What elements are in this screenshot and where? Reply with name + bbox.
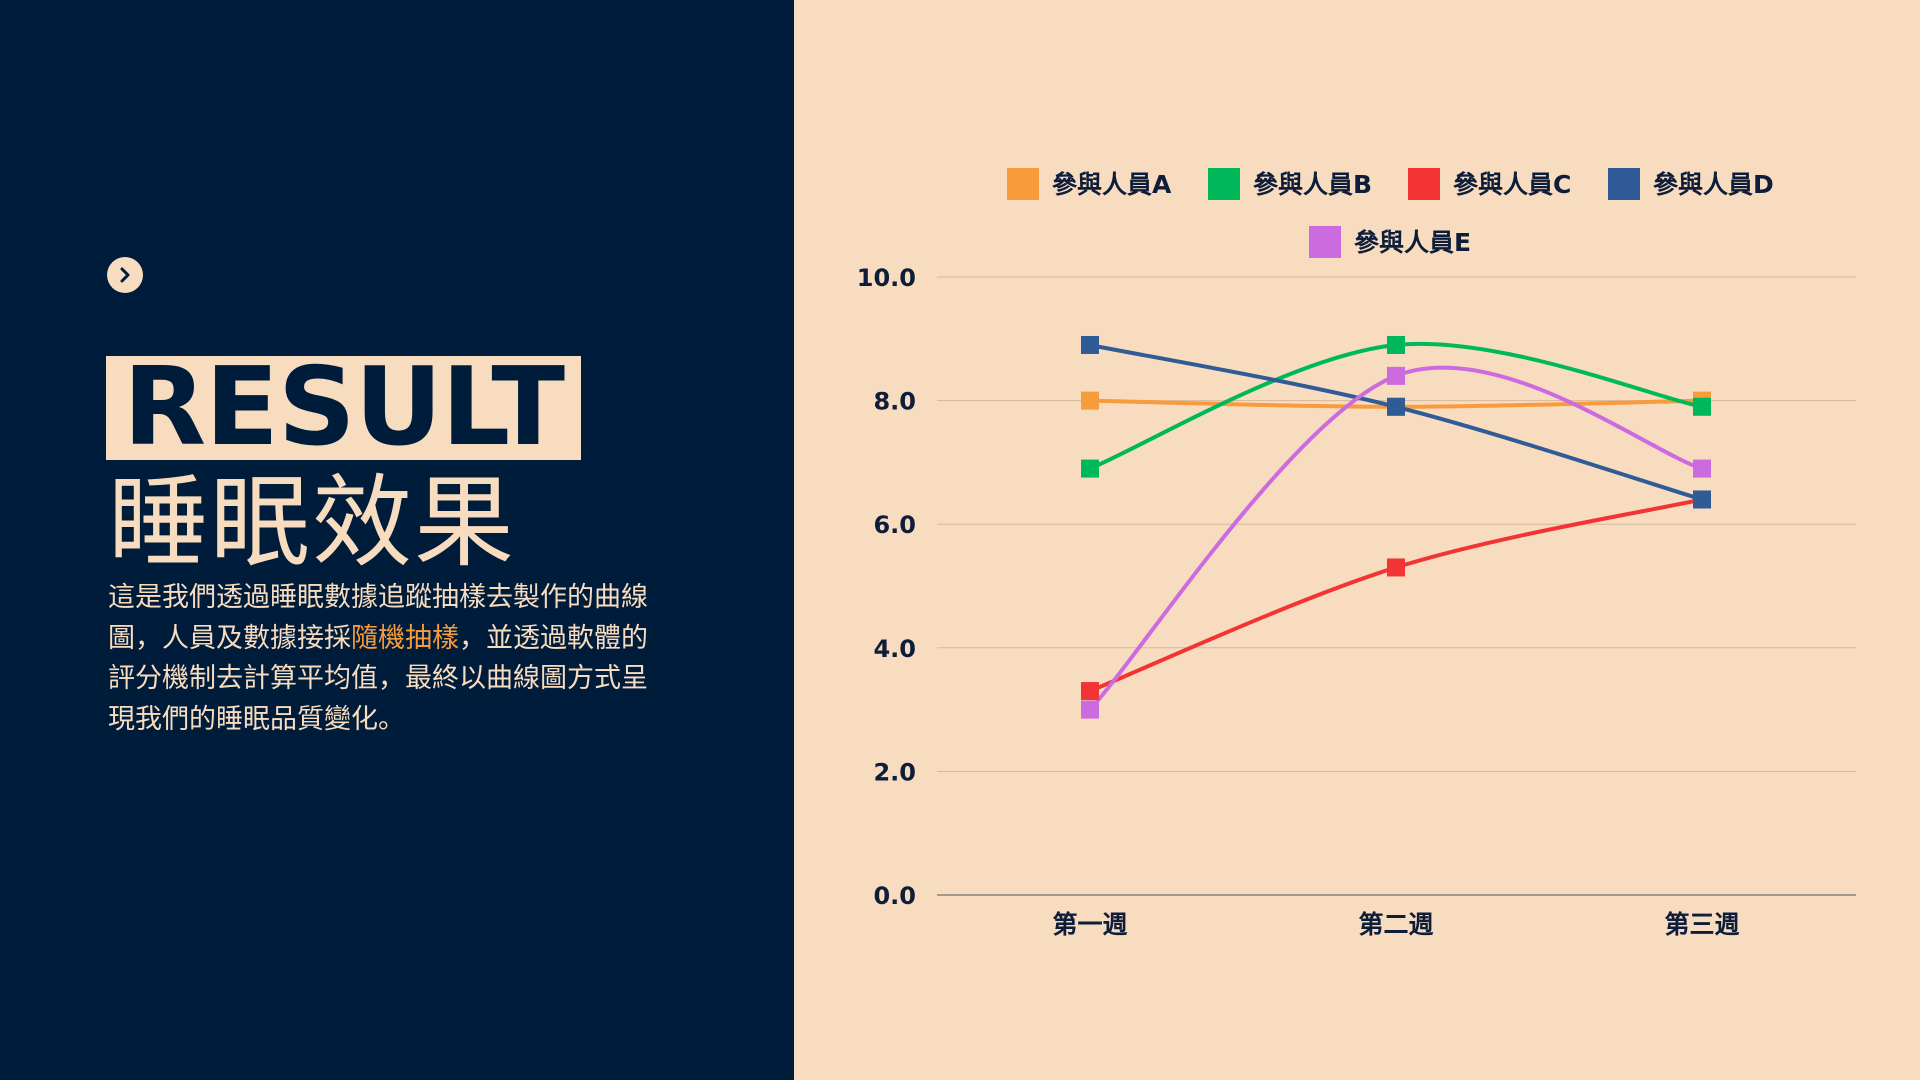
data-point [1081,391,1099,410]
data-point [1081,335,1099,354]
x-tick-label: 第三週 [1664,910,1739,939]
chevron-right-icon [120,267,130,283]
series-line [1089,497,1703,693]
x-tick-label: 第二週 [1358,910,1433,939]
y-tick-label: 4.0 [873,635,916,663]
x-axis: 第一週 第二週 第三週 [1052,910,1739,939]
y-tick-label: 10.0 [857,264,916,292]
legend-label: 參與人員A [1052,170,1172,199]
y-tick-label: 8.0 [873,388,916,416]
right-panel: 參與人員A 參與人員B 參與人員C 參與人員D 參與人員E 0.0 2.0 4.0 6.0 8.… [794,0,1920,1080]
y-tick-label: 0.0 [873,882,916,910]
series-line [1088,365,1703,711]
line-chart: 參與人員A 參與人員B 參與人員C 參與人員D 參與人員E 0.0 2.0 4.0 6.0 8.… [857,168,1856,939]
page-subtitle: 睡眠效果 [108,464,516,581]
title-box: RESULT [106,345,581,470]
y-axis: 0.0 2.0 4.0 6.0 8.0 10.0 [857,264,916,910]
data-point [1693,459,1711,478]
legend-label: 參與人員E [1354,228,1471,257]
data-point [1387,397,1405,416]
y-tick-label: 6.0 [873,511,916,539]
left-panel: RESULT 睡眠效果 這是我們透過睡眠數據追蹤抽樣去製作的曲線圖，人員及數據接… [0,0,794,1080]
legend-label: 參與人員C [1453,170,1571,199]
legend-swatch [1309,226,1341,258]
data-point [1387,558,1405,577]
chart-legend: 參與人員A 參與人員B 參與人員C 參與人員D 參與人員E [1007,168,1774,258]
next-button[interactable] [107,257,143,293]
description: 這是我們透過睡眠數據追蹤抽樣去製作的曲線圖，人員及數據接採隨機抽樣，並透過軟體的… [108,578,668,740]
legend-swatch [1608,168,1640,200]
legend-swatch [1208,168,1240,200]
data-point [1387,366,1405,385]
data-point [1081,459,1099,478]
data-point [1081,682,1099,701]
data-point [1387,335,1405,354]
x-tick-label: 第一週 [1052,910,1127,939]
chart-points [1081,335,1711,719]
y-tick-label: 2.0 [873,758,916,786]
description-text-2: ，並透過軟體的評分機制去計算平均值，最終以曲線圖方式呈現我們的睡眠品質變化。 [108,622,648,735]
description-text-1: 這是我們透過睡眠數據追蹤抽樣去製作的曲線圖，人員及數據接採 [108,582,648,654]
legend-swatch [1007,168,1039,200]
legend-swatch [1408,168,1440,200]
data-point [1693,397,1711,416]
page-title: RESULT [122,345,565,470]
legend-label: 參與人員D [1653,170,1774,199]
description-highlight: 隨機抽樣 [351,622,459,654]
data-point [1081,700,1099,719]
legend-label: 參與人員B [1253,170,1372,199]
data-point [1693,490,1711,509]
